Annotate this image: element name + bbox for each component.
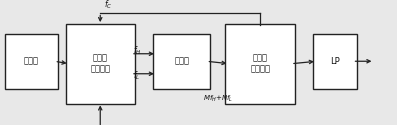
Text: 可编程
定时器组: 可编程 定时器组	[250, 54, 270, 74]
FancyBboxPatch shape	[153, 34, 210, 89]
Text: $f_{L}$: $f_{L}$	[133, 70, 141, 82]
Text: LP: LP	[330, 57, 339, 66]
Text: $f_{H}$: $f_{H}$	[133, 44, 142, 57]
FancyBboxPatch shape	[225, 24, 295, 104]
Text: 单片机: 单片机	[24, 57, 39, 66]
Text: $f_C$: $f_C$	[104, 0, 113, 11]
Text: 可编程
定时器组: 可编程 定时器组	[90, 54, 110, 74]
FancyBboxPatch shape	[66, 24, 135, 104]
FancyBboxPatch shape	[313, 34, 357, 89]
Text: $Mf_H$$+$$Nf_L$: $Mf_H$$+$$Nf_L$	[203, 94, 233, 104]
Text: 混频器: 混频器	[174, 57, 189, 66]
FancyBboxPatch shape	[5, 34, 58, 89]
